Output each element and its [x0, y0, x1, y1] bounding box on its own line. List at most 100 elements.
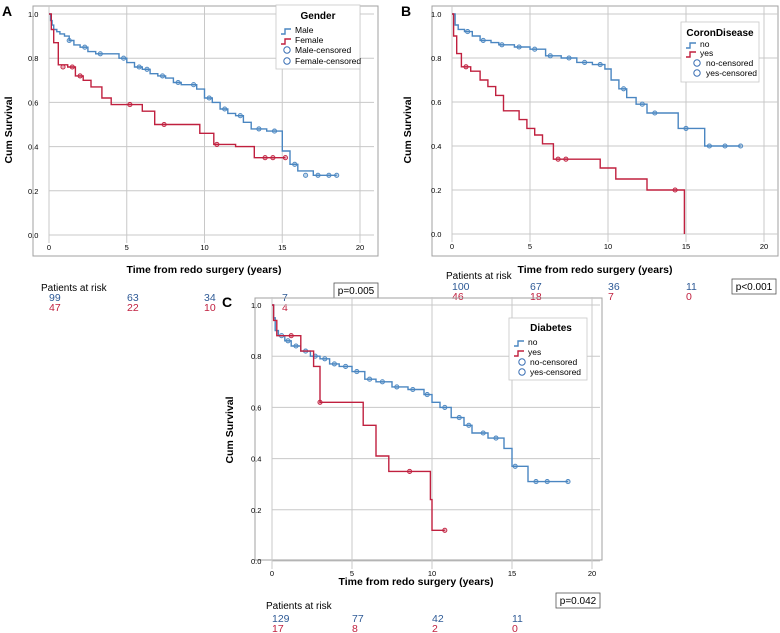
censor-mark	[407, 468, 413, 474]
censor-mark	[97, 51, 103, 57]
censor-mark	[499, 42, 505, 48]
x-tick-label: 5	[528, 242, 532, 251]
censor-mark	[672, 187, 678, 193]
y-tick-label: 0.2	[251, 506, 261, 515]
censor-mark	[466, 422, 472, 428]
survival-curve-no	[452, 13, 741, 147]
legend-label-2: yes	[528, 347, 541, 357]
legend-title: CoronDisease	[686, 28, 754, 39]
censor-mark	[683, 125, 689, 131]
legend-label-3: no-censored	[530, 357, 578, 367]
censor-mark	[442, 404, 448, 410]
at-risk-row-first: 100 67 36 11	[452, 281, 697, 293]
y-tick-label: 0.0	[28, 231, 38, 240]
censor-mark	[480, 37, 486, 43]
censor-mark	[303, 172, 309, 178]
at-risk-count: 100	[452, 281, 470, 293]
at-risk-label: Patients at risk	[446, 271, 513, 282]
at-risk-count: 2	[432, 623, 438, 633]
censor-mark	[555, 156, 561, 162]
censor-mark	[533, 479, 539, 485]
legend-label-1: Male	[295, 25, 314, 35]
at-risk-count: 11	[686, 281, 697, 293]
censor-mark	[77, 73, 83, 79]
x-tick-labels: 0 5 10 15 20	[270, 569, 596, 578]
legend-censor-blue-icon	[518, 358, 526, 366]
at-risk-count: 46	[452, 291, 464, 303]
survival-curve-yes	[452, 13, 686, 234]
at-risk-label: Patients at risk	[41, 283, 108, 294]
legend-censor-red-icon	[283, 57, 291, 65]
legend-label-3: no-censored	[706, 58, 754, 68]
legend-line-blue-icon	[281, 28, 291, 35]
y-tick-label: 0.4	[28, 143, 38, 152]
censor-mark	[566, 55, 572, 61]
x-tick-label: 15	[278, 243, 286, 252]
y-tick-label: 0.8	[251, 352, 261, 361]
y-tick-label: 0.6	[251, 403, 261, 412]
censor-mark	[262, 155, 268, 161]
y-tick-label: 1.0	[28, 10, 38, 19]
x-tick-label: 5	[350, 569, 354, 578]
legend-label-1: no	[700, 39, 710, 49]
censor-mark	[424, 392, 430, 398]
at-risk-count: 10	[204, 302, 216, 314]
at-risk-row-second: 47 22 10 4	[49, 302, 288, 314]
p-value: p=0.005	[338, 286, 375, 297]
censor-mark	[191, 82, 197, 88]
censor-mark	[144, 66, 150, 72]
panel-b: B 0.0 0.2 0.4 0.6 0.8 1.0 0 5 10 15 20 Cum Surviv…	[401, 3, 779, 303]
censor-mark	[442, 527, 448, 533]
p-value-box	[555, 592, 601, 609]
censor-mark	[493, 435, 499, 441]
panel-letter-a: A	[2, 3, 12, 19]
x-tick-label: 10	[428, 569, 436, 578]
at-risk-count: 77	[352, 613, 364, 625]
censor-mark	[315, 172, 321, 178]
legend-line-blue-icon	[686, 42, 696, 49]
survival-curve-male	[49, 13, 337, 176]
x-axis-title: Time from redo surgery (years)	[338, 576, 493, 588]
panel-c: C 0.00.20.40.60.81.0 0 5 10 15 20 Cum Surviv…	[222, 294, 603, 633]
censor-mark	[82, 44, 88, 50]
censor-mark	[175, 79, 181, 86]
plot-frame	[32, 5, 379, 257]
y-tick-labels: 0.0 0.2 0.4 0.6 0.8 1.0	[28, 10, 38, 240]
legend-box	[275, 4, 361, 70]
censor-mark	[161, 121, 167, 128]
at-risk-label: Patients at risk	[266, 601, 333, 612]
legend-line-blue-icon	[514, 340, 524, 347]
survival-curve-no	[272, 304, 568, 483]
censor-mark	[652, 110, 658, 116]
at-risk-count: 11	[512, 613, 523, 625]
y-tick-label: 1.0	[431, 10, 441, 19]
y-tick-label: 0.2	[28, 187, 38, 196]
survival-curves	[452, 13, 744, 234]
legend-line-red-icon	[686, 51, 696, 58]
at-risk-count: 67	[530, 281, 542, 293]
x-tick-label: 20	[760, 242, 768, 251]
censor-mark	[597, 62, 603, 68]
legend-label-2: yes	[700, 48, 713, 58]
censor-mark	[159, 73, 166, 79]
censor-mark	[271, 128, 278, 134]
y-axis-title: Cum Survival	[3, 96, 15, 163]
censor-mark	[237, 113, 243, 119]
x-tick-label: 0	[270, 569, 274, 578]
x-tick-label: 0	[450, 242, 454, 251]
censor-mark	[722, 143, 728, 149]
y-tick-label: 0.8	[28, 54, 38, 63]
at-risk-count: 18	[530, 291, 542, 303]
y-tick-labels: 0.0 0.2 0.4 0.6 0.8 1.0	[431, 10, 441, 239]
censor-mark	[354, 369, 360, 375]
x-axis-title: Time from redo surgery (years)	[126, 264, 281, 276]
censor-mark	[334, 172, 340, 178]
censor-mark	[343, 363, 349, 369]
censor-mark	[206, 95, 212, 101]
censor-mark	[127, 102, 133, 108]
x-tick-labels: 0 5 10 15 20	[450, 242, 768, 251]
censor-mark	[532, 46, 538, 52]
censor-mark	[214, 141, 220, 147]
censor-mark	[544, 479, 550, 485]
legend-line-red-icon	[514, 350, 524, 357]
